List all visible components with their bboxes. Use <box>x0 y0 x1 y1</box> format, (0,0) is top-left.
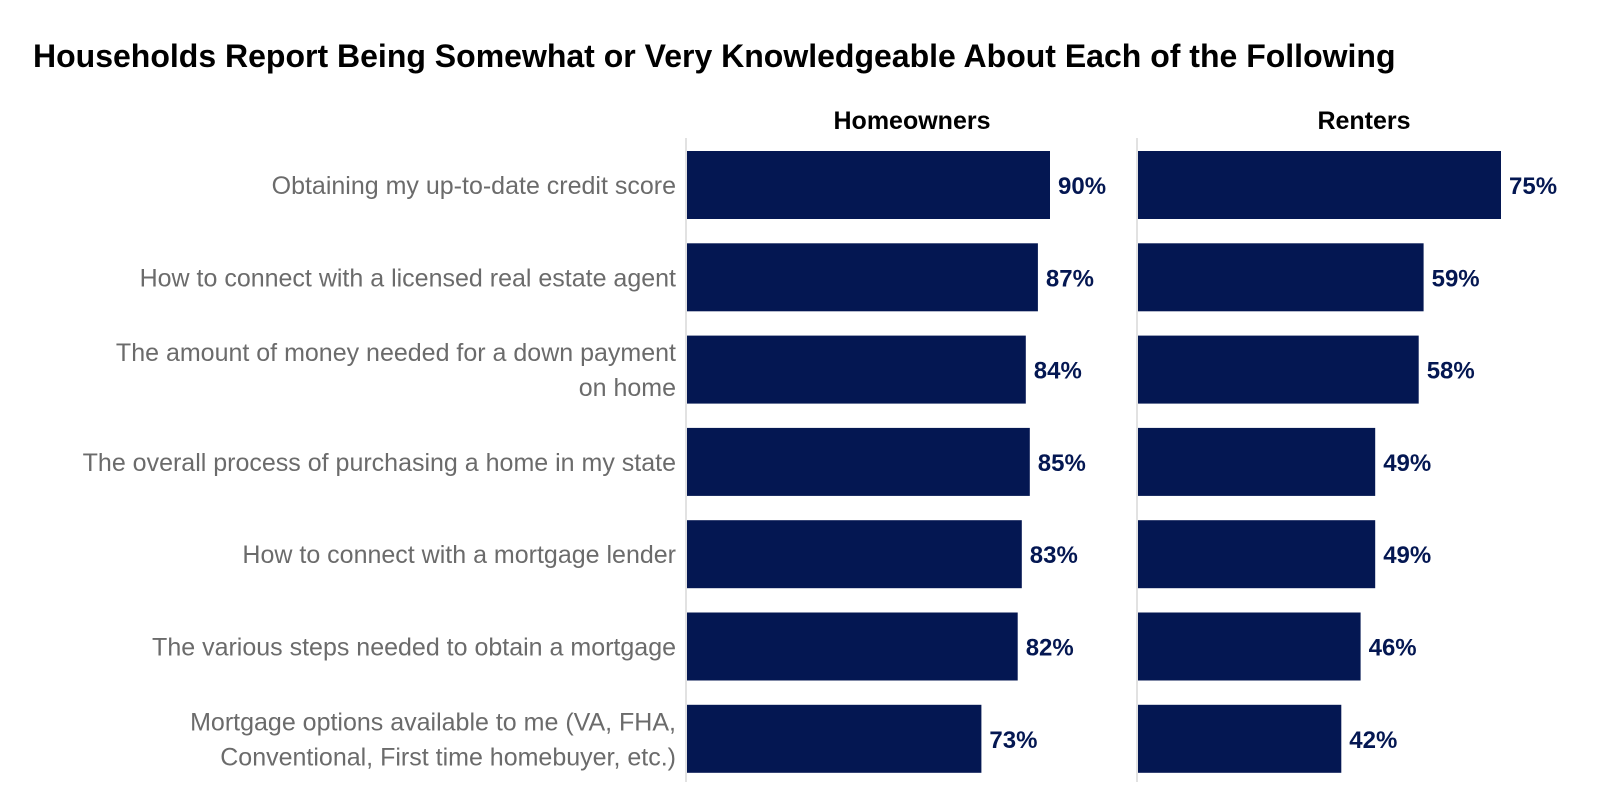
value-label-homeowners: 83% <box>1030 542 1078 569</box>
value-label-renters: 58% <box>1427 358 1475 385</box>
category-label: Obtaining my up-to-date credit score <box>272 172 676 200</box>
value-label-homeowners: 84% <box>1034 358 1082 385</box>
value-label-renters: 42% <box>1349 727 1397 754</box>
bar-homeowners <box>687 243 1038 312</box>
category-label: How to connect with a mortgage lender <box>242 541 676 569</box>
value-label-renters: 49% <box>1383 450 1431 477</box>
bar-homeowners <box>687 520 1022 589</box>
bar-renters <box>1138 427 1376 496</box>
bar-renters <box>1138 704 1342 773</box>
value-label-homeowners: 87% <box>1046 265 1094 292</box>
bar-renters <box>1138 335 1419 404</box>
value-label-homeowners: 73% <box>989 727 1037 754</box>
value-label-homeowners: 82% <box>1026 635 1074 662</box>
value-label-homeowners: 85% <box>1038 450 1086 477</box>
bar-homeowners <box>687 427 1030 496</box>
bar-homeowners <box>687 335 1026 404</box>
bar-renters <box>1138 612 1361 681</box>
category-label: on home <box>579 374 676 402</box>
value-label-renters: 75% <box>1509 173 1557 200</box>
bar-renters <box>1138 151 1501 219</box>
bar-homeowners <box>687 151 1050 219</box>
panel-title-homeowners: Homeowners <box>834 107 991 135</box>
value-label-renters: 59% <box>1432 265 1480 292</box>
category-label: How to connect with a licensed real esta… <box>140 264 676 292</box>
bar-renters <box>1138 520 1376 589</box>
bar-renters <box>1138 243 1424 312</box>
category-label: The amount of money needed for a down pa… <box>116 339 676 367</box>
category-label: Conventional, First time homebuyer, etc.… <box>220 743 676 771</box>
bar-homeowners <box>687 704 982 773</box>
value-label-renters: 46% <box>1369 635 1417 662</box>
category-label: The overall process of purchasing a home… <box>83 449 676 477</box>
panel-title-renters: Renters <box>1317 107 1410 135</box>
category-label: The various steps needed to obtain a mor… <box>152 634 676 662</box>
bar-homeowners <box>687 612 1018 681</box>
value-label-renters: 49% <box>1383 542 1431 569</box>
value-label-homeowners: 90% <box>1058 173 1106 200</box>
chart-title: Households Report Being Somewhat or Very… <box>33 38 1396 74</box>
category-label: Mortgage options available to me (VA, FH… <box>190 708 676 736</box>
